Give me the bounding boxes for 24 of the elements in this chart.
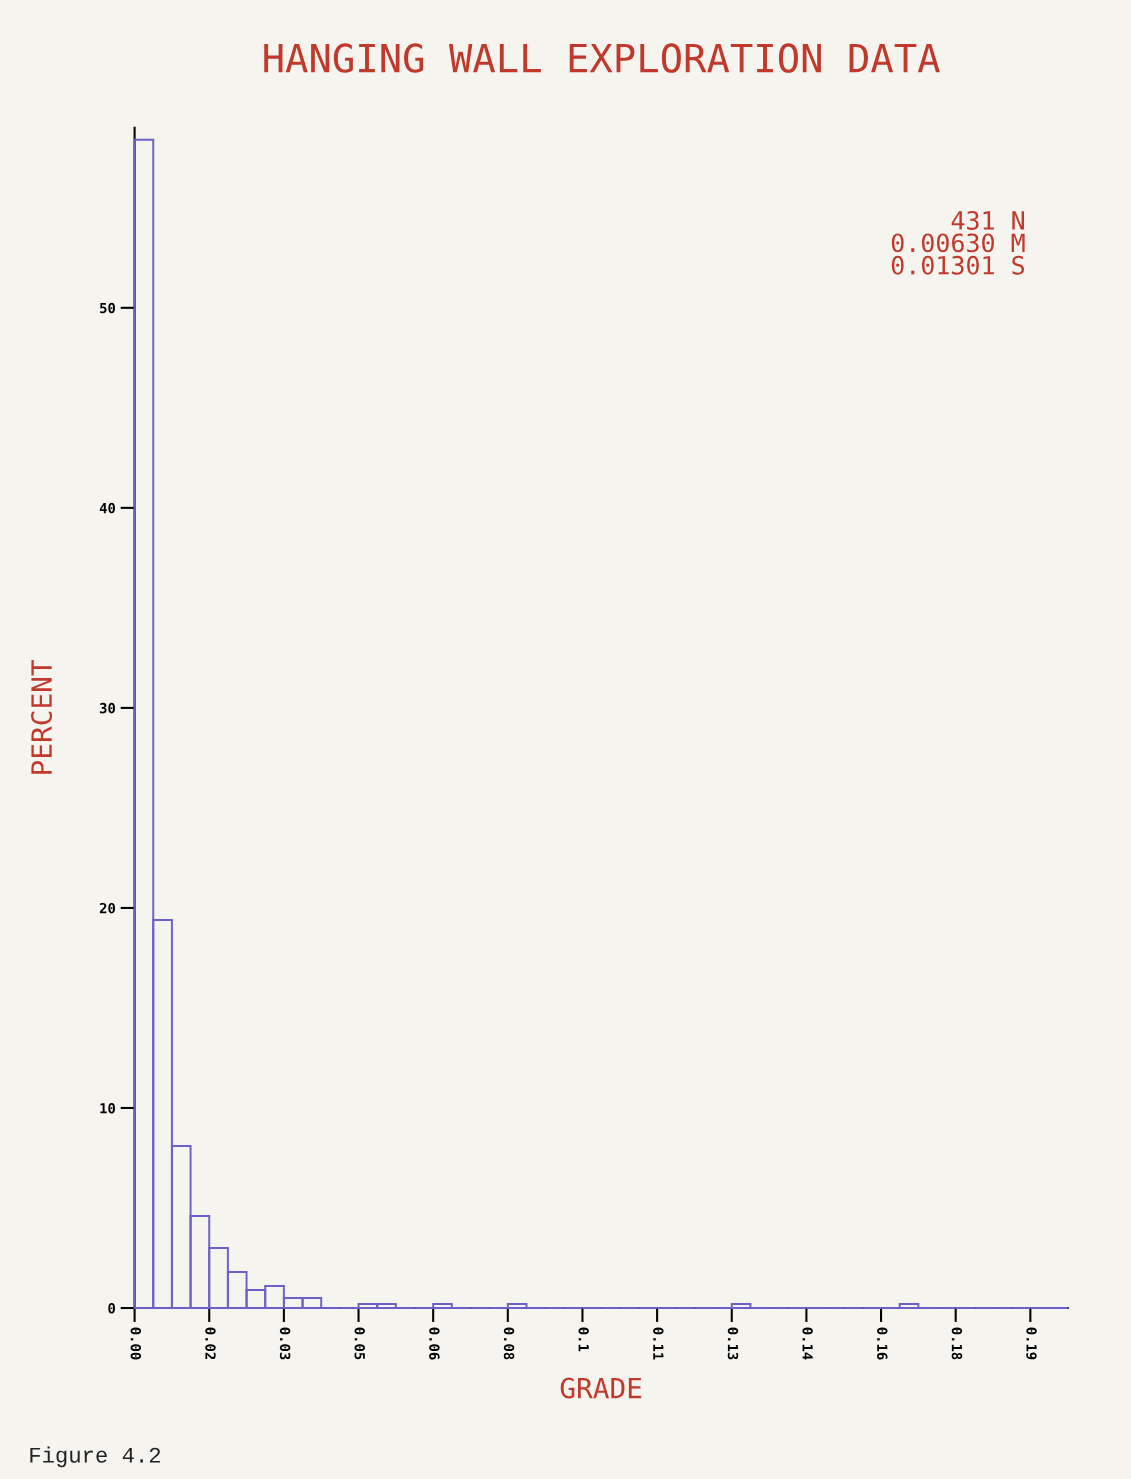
y-tick-label: 0 bbox=[108, 1303, 116, 1314]
y-tick-label: 40 bbox=[99, 502, 116, 514]
x-tick-label: 0.03 bbox=[279, 1327, 291, 1360]
y-tick-label: 10 bbox=[100, 1102, 116, 1114]
x-tick-label: 0.11 bbox=[653, 1327, 664, 1360]
annotation: 431 N 0.00630 M 0.01301 S bbox=[891, 210, 1025, 275]
chart-title: HANGING WALL EXPLORATION DATA bbox=[264, 43, 940, 73]
x-tick-label: 0.1 bbox=[578, 1327, 589, 1352]
x-tick-label: 0.00 bbox=[130, 1327, 142, 1360]
caption: Figure 4.2 bbox=[30, 1446, 161, 1468]
x-tick-label: 0.02 bbox=[205, 1327, 216, 1360]
x-tick-label: 0.19 bbox=[1026, 1327, 1037, 1360]
x-tick-label: 0.05 bbox=[354, 1327, 365, 1360]
x-axis-title: GRADE bbox=[560, 1377, 642, 1399]
y-tick-label: 30 bbox=[99, 702, 116, 714]
x-tick-label: 0.06 bbox=[429, 1327, 440, 1360]
y-tick-label: 20 bbox=[99, 902, 116, 914]
x-tick-label: 0.14 bbox=[802, 1327, 813, 1360]
y-axis-title: PERCENT bbox=[31, 660, 53, 774]
x-tick-label: 0.16 bbox=[877, 1327, 888, 1360]
x-tick-label: 0.13 bbox=[727, 1327, 739, 1360]
x-tick-label: 0.18 bbox=[951, 1327, 963, 1360]
y-tick-label: 50 bbox=[100, 302, 116, 314]
x-tick-label: 0.08 bbox=[503, 1327, 515, 1360]
